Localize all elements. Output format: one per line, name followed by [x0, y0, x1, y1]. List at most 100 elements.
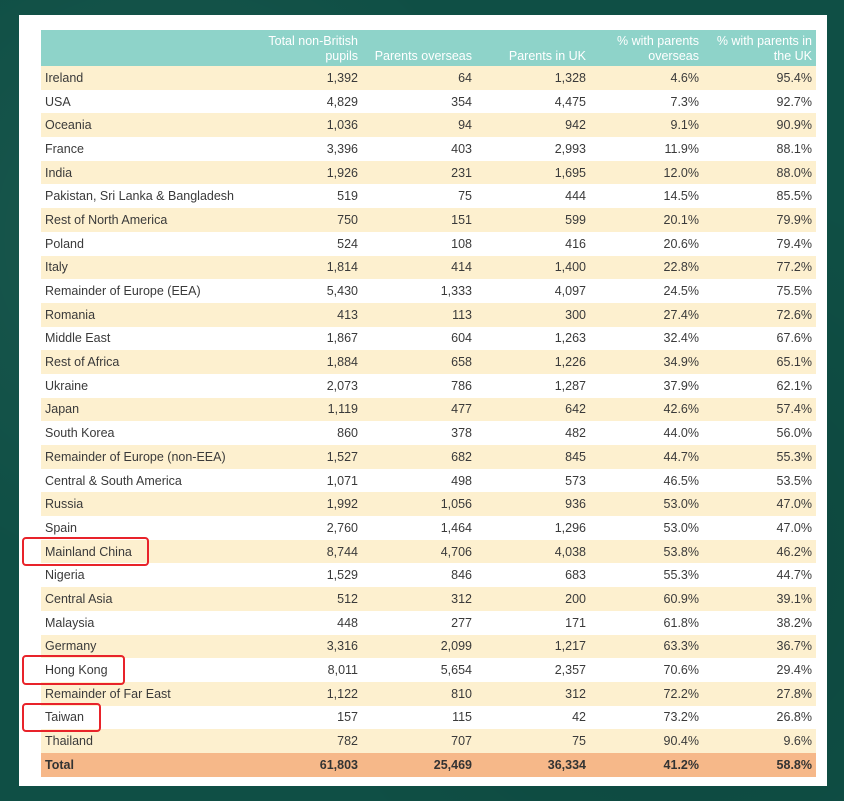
cell-parents-overseas: 231 [362, 160, 476, 185]
cell-region: India [41, 160, 246, 185]
table-row: Nigeria 1,529 846 683 55.3% 44.7% [41, 563, 816, 588]
cell-parents-overseas: 682 [362, 445, 476, 469]
cell-region: Ukraine [41, 373, 246, 398]
cell-parents-in-uk: 4,038 [476, 539, 590, 564]
cell-pct-overseas: 70.6% [590, 658, 703, 682]
cell-region: Pakistan, Sri Lanka & Bangladesh [41, 184, 246, 209]
cell-parents-overseas: 378 [362, 421, 476, 445]
cell-region: USA [41, 89, 246, 114]
cell-parents-overseas: 5,654 [362, 658, 476, 682]
cell-parents-overseas: 403 [362, 137, 476, 161]
cell-pct-in-uk: 62.1% [703, 373, 816, 398]
cell-parents-overseas: 1,333 [362, 279, 476, 303]
table-row: Japan 1,119 477 642 42.6% 57.4% [41, 397, 816, 422]
cell-pct-in-uk: 27.8% [703, 681, 816, 706]
total-cell-parents-overseas: 25,469 [362, 752, 476, 777]
cell-parents-overseas: 64 [362, 66, 476, 90]
cell-pct-in-uk: 79.9% [703, 208, 816, 232]
table-row: Oceania 1,036 94 942 9.1% 90.9% [41, 113, 816, 138]
cell-total-pupils: 2,760 [246, 516, 362, 540]
table-row: Spain 2,760 1,464 1,296 53.0% 47.0% [41, 516, 816, 540]
cell-parents-overseas: 1,464 [362, 516, 476, 540]
cell-pct-in-uk: 67.6% [703, 326, 816, 351]
cell-region: Thailand [41, 729, 246, 753]
table-row: South Korea 860 378 482 44.0% 56.0% [41, 421, 816, 445]
table-row: Remainder of Europe (non-EEA) 1,527 682 845… [41, 445, 816, 469]
cell-region: Mainland China [41, 539, 246, 564]
cell-pct-in-uk: 47.0% [703, 492, 816, 517]
cell-pct-overseas: 61.8% [590, 610, 703, 635]
cell-total-pupils: 512 [246, 587, 362, 611]
cell-pct-overseas: 53.0% [590, 516, 703, 540]
cell-total-pupils: 782 [246, 729, 362, 753]
total-cell-pct-overseas: 41.2% [590, 752, 703, 777]
header-parents-in-uk: Parents in UK [476, 30, 590, 66]
cell-pct-in-uk: 85.5% [703, 184, 816, 209]
cell-pct-overseas: 72.2% [590, 681, 703, 706]
cell-parents-in-uk: 171 [476, 610, 590, 635]
cell-total-pupils: 1,071 [246, 468, 362, 493]
cell-parents-overseas: 707 [362, 729, 476, 753]
cell-parents-in-uk: 75 [476, 729, 590, 753]
cell-total-pupils: 1,814 [246, 255, 362, 280]
cell-pct-in-uk: 36.7% [703, 634, 816, 659]
cell-parents-in-uk: 312 [476, 681, 590, 706]
cell-parents-in-uk: 1,287 [476, 373, 590, 398]
cell-total-pupils: 1,036 [246, 113, 362, 138]
table-row: Hong Kong 8,011 5,654 2,357 70.6% 29.4% [41, 658, 816, 682]
cell-pct-in-uk: 92.7% [703, 89, 816, 114]
table-row: Central Asia 512 312 200 60.9% 39.1% [41, 587, 816, 611]
table-row: Rest of Africa 1,884 658 1,226 34.9% 65.1% [41, 350, 816, 374]
cell-region: Rest of Africa [41, 350, 246, 374]
table-row: Remainder of Far East 1,122 810 312 72.2% 27.… [41, 681, 816, 706]
cell-pct-in-uk: 88.0% [703, 160, 816, 185]
table-row: India 1,926 231 1,695 12.0% 88.0% [41, 160, 816, 185]
cell-parents-in-uk: 444 [476, 184, 590, 209]
cell-parents-overseas: 477 [362, 397, 476, 422]
table-body: Ireland 1,392 64 1,328 4.6% 95.4% USA 4,829 354 4… [41, 66, 816, 777]
cell-pct-overseas: 42.6% [590, 397, 703, 422]
cell-total-pupils: 8,744 [246, 539, 362, 564]
table-header: Total non-British pupils Parents oversea… [41, 30, 816, 66]
table-row: Thailand 782 707 75 90.4% 9.6% [41, 729, 816, 753]
cell-region: Spain [41, 516, 246, 540]
cell-parents-in-uk: 683 [476, 563, 590, 588]
cell-parents-in-uk: 845 [476, 445, 590, 469]
cell-pct-overseas: 34.9% [590, 350, 703, 374]
cell-pct-overseas: 32.4% [590, 326, 703, 351]
cell-pct-in-uk: 90.9% [703, 113, 816, 138]
cell-parents-in-uk: 2,993 [476, 137, 590, 161]
cell-total-pupils: 448 [246, 610, 362, 635]
table-row: Ireland 1,392 64 1,328 4.6% 95.4% [41, 66, 816, 90]
cell-pct-overseas: 7.3% [590, 89, 703, 114]
cell-parents-overseas: 94 [362, 113, 476, 138]
cell-pct-in-uk: 26.8% [703, 705, 816, 730]
cell-pct-in-uk: 38.2% [703, 610, 816, 635]
cell-region: Remainder of Europe (EEA) [41, 279, 246, 303]
cell-parents-overseas: 604 [362, 326, 476, 351]
cell-parents-overseas: 115 [362, 705, 476, 730]
cell-pct-overseas: 44.0% [590, 421, 703, 445]
cell-total-pupils: 1,527 [246, 445, 362, 469]
cell-total-pupils: 860 [246, 421, 362, 445]
cell-parents-overseas: 75 [362, 184, 476, 209]
cell-total-pupils: 5,430 [246, 279, 362, 303]
cell-region: Remainder of Far East [41, 681, 246, 706]
cell-parents-overseas: 1,056 [362, 492, 476, 517]
cell-region: Central & South America [41, 468, 246, 493]
table-row: Taiwan 157 115 42 73.2% 26.8% [41, 705, 816, 730]
cell-parents-in-uk: 2,357 [476, 658, 590, 682]
cell-region: Malaysia [41, 610, 246, 635]
cell-pct-in-uk: 95.4% [703, 66, 816, 90]
cell-total-pupils: 750 [246, 208, 362, 232]
cell-total-pupils: 1,122 [246, 681, 362, 706]
cell-pct-overseas: 20.6% [590, 231, 703, 256]
cell-pct-in-uk: 47.0% [703, 516, 816, 540]
cell-parents-overseas: 354 [362, 89, 476, 114]
cell-total-pupils: 524 [246, 231, 362, 256]
cell-parents-in-uk: 1,328 [476, 66, 590, 90]
cell-total-pupils: 1,992 [246, 492, 362, 517]
cell-pct-overseas: 46.5% [590, 468, 703, 493]
cell-total-pupils: 1,926 [246, 160, 362, 185]
cell-pct-in-uk: 65.1% [703, 350, 816, 374]
